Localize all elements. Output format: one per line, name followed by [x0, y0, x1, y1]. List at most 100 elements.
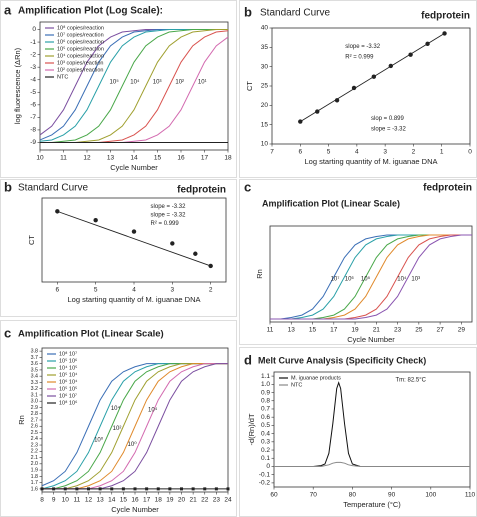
legend-label: 10⁶ 10⁴: [59, 378, 78, 385]
legend-label: 10⁴ 10⁵: [59, 364, 77, 371]
y-tick-label: -8: [30, 127, 36, 134]
y-axis-label: CT: [27, 235, 36, 245]
annotation: 10³: [411, 276, 420, 282]
x-tick-label: 11: [60, 155, 67, 162]
y-tick-label: 2.1: [31, 455, 38, 461]
marker: [121, 487, 125, 491]
y-tick-label: 2.4: [31, 436, 38, 442]
y-tick-label: -5: [30, 89, 36, 96]
y-tick-label: 3.2: [31, 386, 38, 392]
annotation: slop = 0.899: [371, 116, 405, 122]
x-tick-label: 5: [327, 149, 331, 156]
x-tick-label: 5: [94, 287, 98, 294]
legend-label: 10⁸ copies/reaction: [57, 24, 104, 31]
x-tick-label: 7: [270, 149, 274, 156]
x-tick-label: 15: [120, 497, 128, 504]
x-axis-label: Cycle Number: [347, 335, 395, 344]
panel-title: Melt Curve Analysis (Specificity Check): [258, 355, 426, 365]
x-tick-label: 23: [213, 497, 221, 504]
x-tick-label: 15: [154, 155, 162, 162]
y-tick-label: 0.5: [261, 422, 270, 429]
y-tick-label: -7: [30, 114, 36, 121]
x-tick-label: 70: [310, 492, 318, 499]
panel-border: [0, 179, 237, 317]
y-tick-label: 30: [261, 63, 269, 70]
y-tick-label: 2.3: [31, 442, 38, 448]
brand: fedprotein: [177, 185, 226, 196]
legend-label: 10⁸ 10⁶: [59, 399, 77, 406]
x-tick-label: 8: [40, 497, 44, 504]
legend-label: 10⁸ 10⁷: [59, 350, 77, 357]
y-tick-label: 1.6: [31, 486, 38, 492]
annotation: 10⁴: [397, 275, 407, 282]
series-line: [40, 29, 228, 143]
series-line: [270, 234, 472, 320]
x-tick-label: 24: [224, 497, 232, 504]
annotation: 10⁵: [361, 275, 371, 282]
annotation: 10²: [175, 80, 184, 86]
point: [131, 229, 137, 234]
y-tick-label: 0.8: [261, 397, 270, 404]
y-axis-label: Rn: [17, 415, 26, 425]
marker: [98, 487, 102, 491]
point: [298, 119, 303, 124]
annotation: R² = 0.999: [151, 221, 180, 227]
y-tick-label: 2.5: [31, 430, 38, 436]
legend-label: 10³ copies/reaction: [57, 60, 103, 66]
point: [170, 241, 175, 246]
x-tick-label: 11: [267, 327, 274, 334]
y-tick-label: 20: [261, 102, 269, 109]
legend-label: 10⁶ 10⁷: [59, 392, 77, 399]
y-tick-label: -4: [30, 76, 36, 83]
point: [351, 85, 357, 91]
y-tick-label: 1.8: [31, 474, 38, 480]
marker: [63, 487, 67, 491]
x-tick-label: 3: [171, 287, 175, 294]
annotation: 10¹: [198, 80, 207, 86]
series-line: [274, 381, 470, 467]
annotation: 10⁴: [111, 405, 121, 412]
marker: [203, 487, 207, 491]
annotation: 10⁴: [148, 406, 158, 413]
x-axis-label: Temperature (°C): [343, 500, 401, 509]
x-tick-label: 23: [394, 327, 402, 334]
panel-label: b: [4, 179, 12, 194]
plot-frame: [41, 197, 227, 283]
legend-label: NTC: [291, 382, 302, 388]
x-tick-label: 11: [74, 497, 81, 504]
x-tick-label: 13: [107, 155, 115, 162]
legend-label: 10⁵ copies/reaction: [57, 45, 104, 52]
x-axis-label: Log starting quantity of M. iguanae DNA: [305, 157, 438, 166]
marker: [145, 487, 149, 491]
series-line: [270, 234, 472, 320]
x-tick-label: 14: [108, 497, 116, 504]
legend-label: 10⁷ copies/reaction: [57, 31, 104, 38]
x-tick-label: 27: [436, 327, 444, 334]
y-tick-label: -6: [30, 102, 36, 109]
x-tick-label: 6: [298, 149, 302, 156]
y-axis-label: -d(Rn)/dT: [247, 413, 256, 446]
annotation: 10⁶: [345, 275, 355, 282]
x-tick-label: 17: [201, 155, 209, 162]
series-line: [270, 234, 472, 320]
x-tick-label: 12: [83, 155, 91, 162]
x-tick-label: 9: [52, 497, 56, 504]
annotation: 10²: [113, 426, 122, 432]
point: [208, 263, 213, 269]
x-tick-label: 13: [288, 327, 296, 334]
x-tick-label: 21: [373, 327, 381, 334]
annotation: 10⁴: [130, 79, 140, 86]
marker: [133, 487, 137, 491]
x-axis-label: Log starting quantity of M. iguanae DNA: [68, 295, 201, 304]
x-tick-label: 60: [270, 492, 278, 499]
panel-label: b: [244, 4, 252, 19]
y-tick-label: -2: [30, 51, 36, 58]
point: [388, 63, 393, 69]
y-tick-label: 2.2: [31, 449, 38, 455]
annotation: slope = -3.32: [345, 44, 381, 50]
x-tick-label: 25: [415, 327, 423, 334]
panel-title: Amplification Plot (Log Scale):: [18, 6, 163, 17]
marker: [87, 487, 90, 491]
panel-label: c: [4, 325, 11, 340]
marker: [110, 487, 114, 491]
